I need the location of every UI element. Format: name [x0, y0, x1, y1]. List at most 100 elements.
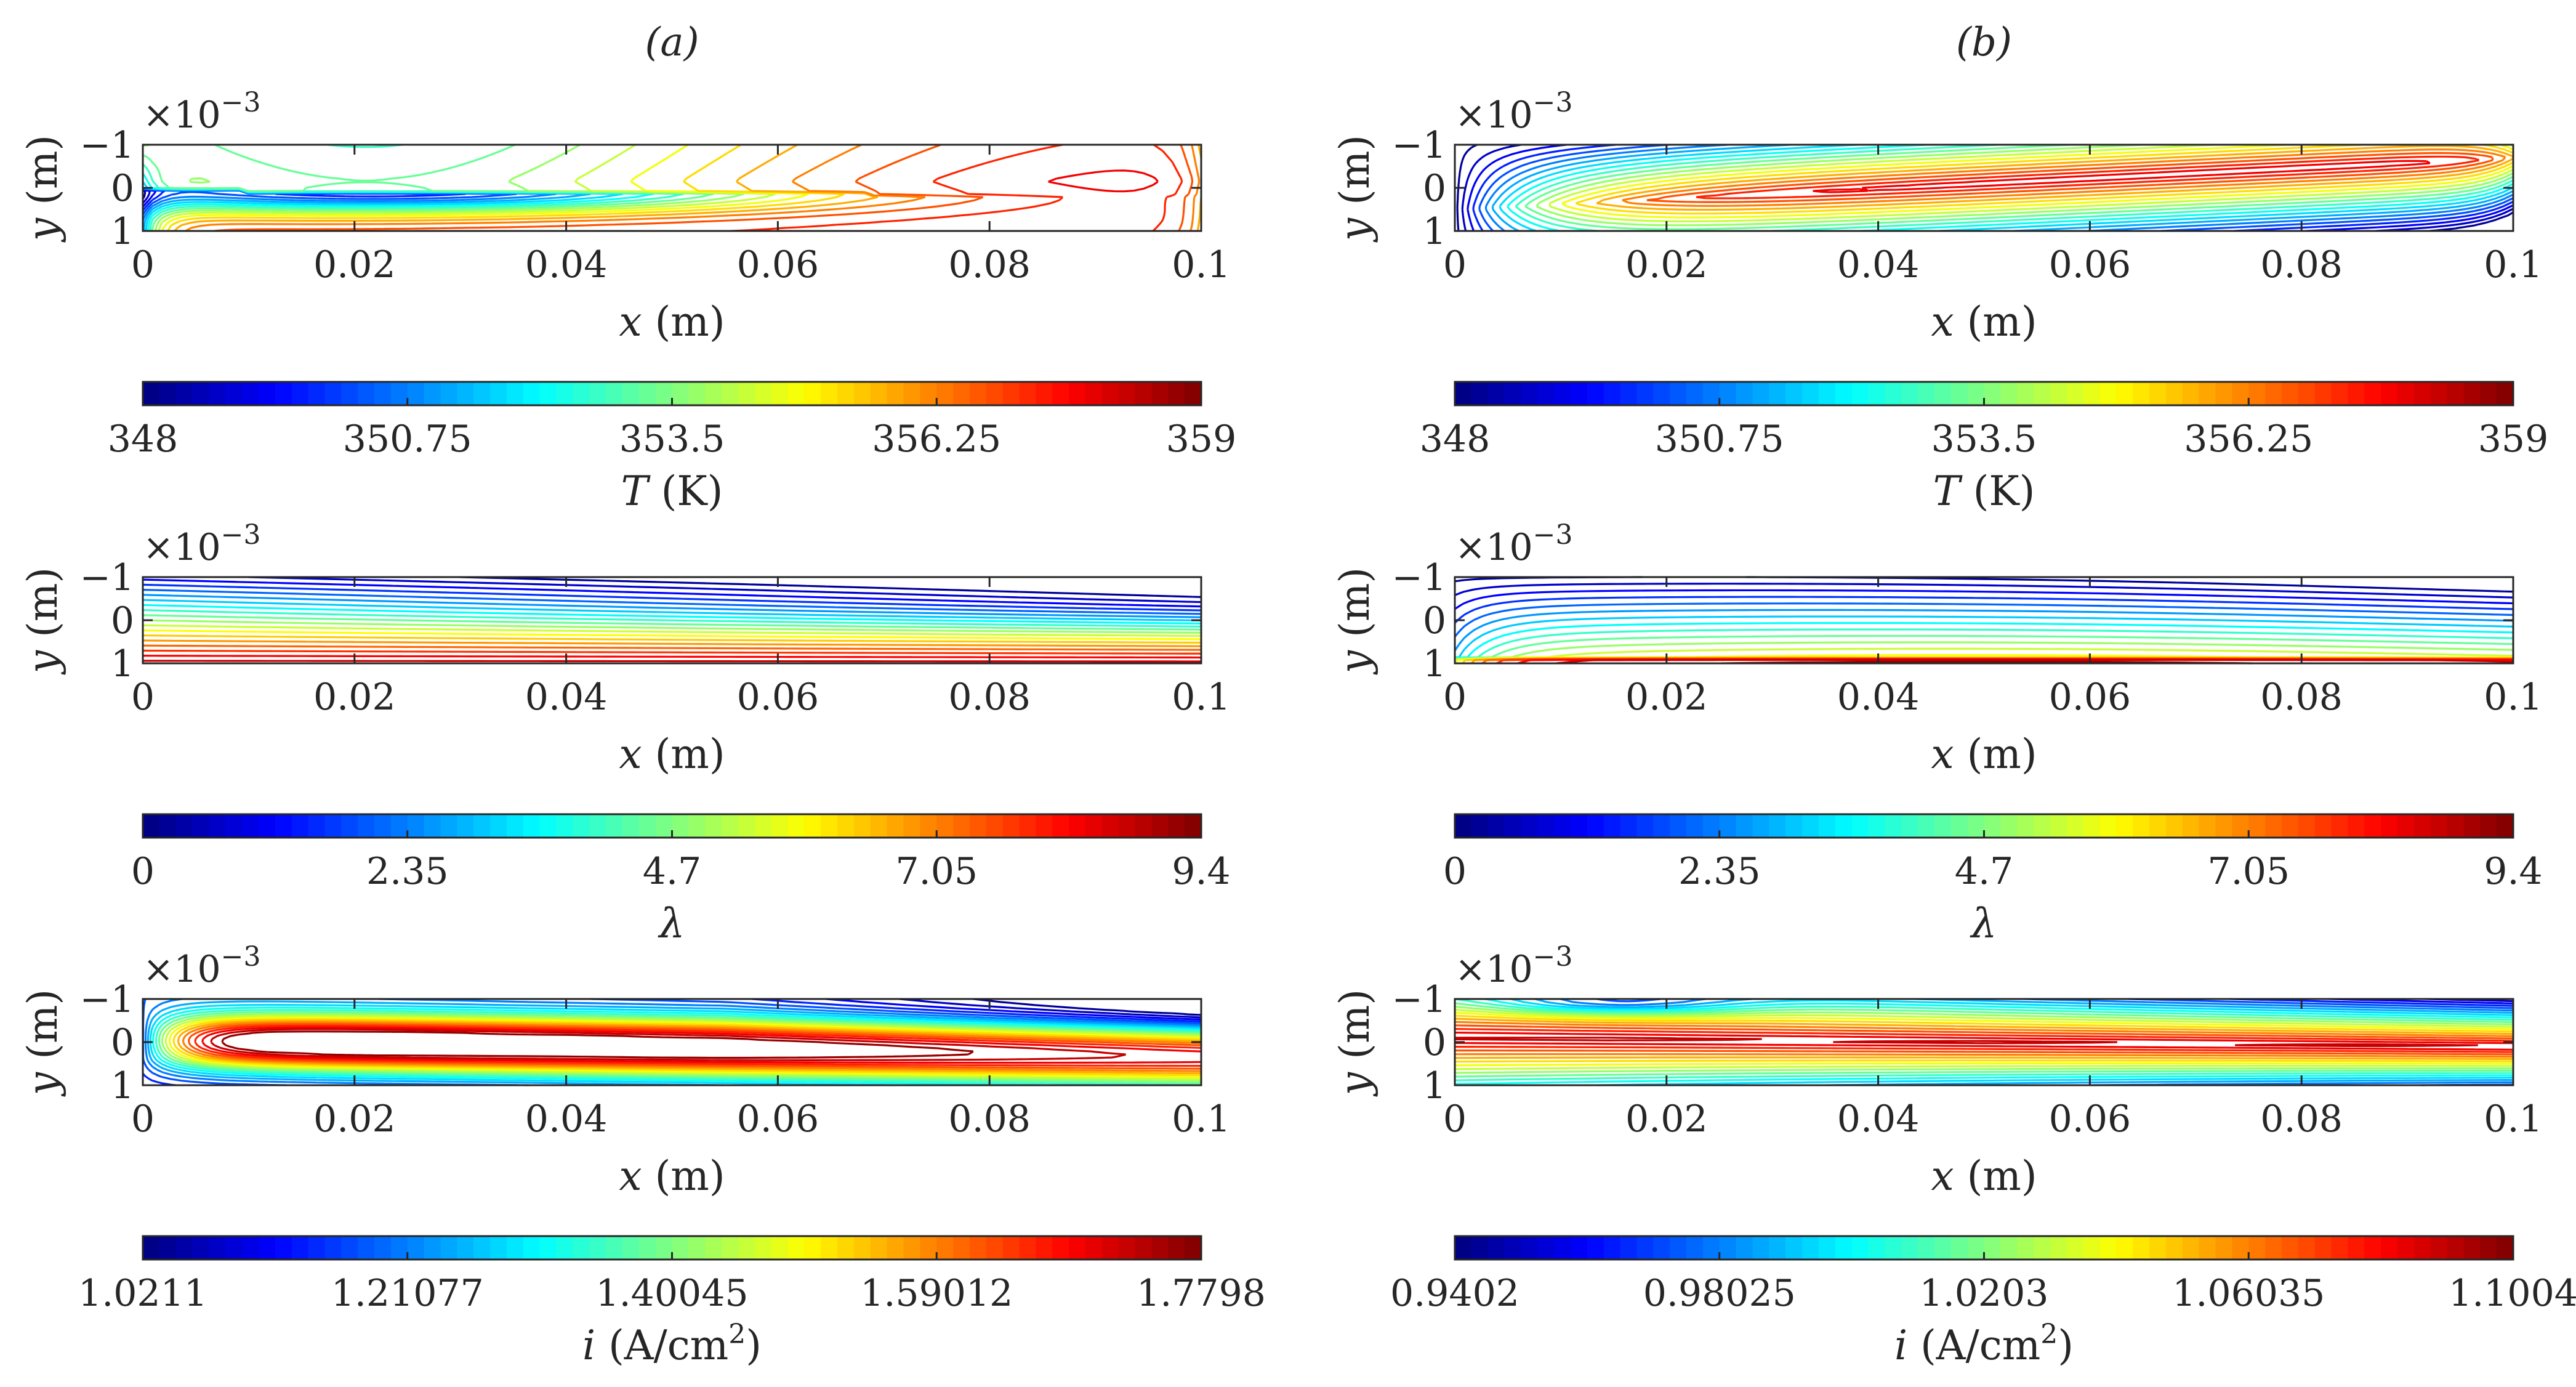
colorbar-swatch — [622, 1236, 640, 1260]
colorbar-swatch — [738, 814, 755, 838]
colorbar-swatch — [804, 814, 821, 838]
contour-level-10 — [1455, 642, 2513, 660]
contour-level-14 — [143, 641, 1201, 646]
x-tick-label: 0 — [1443, 1098, 1467, 1141]
colorbar-swatch — [209, 814, 226, 838]
colorbar-swatch — [2165, 1236, 2183, 1260]
colorbar-swatch — [2497, 1236, 2514, 1260]
colorbar-swatch — [1487, 382, 1505, 405]
colorbar-swatch — [1002, 814, 1020, 838]
colorbar-label: T (K) — [1933, 467, 2035, 515]
contour-level-18 — [1556, 660, 2513, 663]
colorbar-swatch — [2331, 814, 2349, 838]
colorbar-swatch — [1620, 382, 1638, 405]
colorbar-swatch — [457, 814, 474, 838]
colorbar-swatch — [539, 382, 557, 405]
colorbar-swatch — [1019, 382, 1037, 405]
contour-level-0 — [1457, 145, 2513, 231]
colorbar-swatch — [2066, 382, 2084, 405]
colorbar-swatch — [390, 1236, 408, 1260]
colorbar-swatch — [209, 382, 226, 405]
colorbar-swatch — [1554, 1236, 1571, 1260]
colorbar-swatch — [324, 1236, 342, 1260]
contour-level-11 — [162, 1014, 1201, 1081]
colorbar-swatch — [1135, 814, 1153, 838]
x-tick-label: 0.08 — [2260, 243, 2343, 286]
colorbar-swatch — [1052, 382, 1069, 405]
colorbar-swatch — [1168, 814, 1185, 838]
colorbar: 0 2.35 4.7 7.05 9.4 λ — [131, 813, 1231, 947]
x-axis-label: x (m) — [1931, 1152, 2037, 1200]
colorbar-swatch — [573, 1236, 590, 1260]
colorbar-swatch — [1571, 814, 1588, 838]
colorbar-swatch — [1537, 382, 1555, 405]
colorbar-swatch — [1885, 382, 1902, 405]
colorbar-swatch — [738, 1236, 755, 1260]
colorbar-swatch — [175, 1236, 193, 1260]
colorbar-swatch — [424, 382, 441, 405]
contour-lines — [143, 145, 1201, 231]
colorbar-swatch — [175, 814, 193, 838]
y-exponent-label: ×10−3 — [1455, 941, 1573, 991]
colorbar: 1.0211 1.21077 1.40045 1.59012 1.7798 i (A/cm… — [78, 1235, 1266, 1369]
colorbar-swatch — [143, 814, 160, 838]
colorbar-swatch — [2447, 814, 2465, 838]
x-tick-label: 0.02 — [313, 676, 396, 719]
contour-lines — [1457, 145, 2513, 231]
colorbar-swatch — [1571, 1236, 1588, 1260]
colorbar-swatch — [1521, 382, 1538, 405]
x-tick-label: 0 — [131, 676, 155, 719]
colorbar-swatch — [573, 814, 590, 838]
colorbar-swatch — [1934, 814, 1952, 838]
colorbar-swatch — [1736, 382, 1753, 405]
contour-level-11 — [143, 625, 1201, 636]
colorbar-swatch — [2083, 814, 2101, 838]
y-tick-label: 0 — [111, 167, 134, 210]
colorbar-swatch — [1069, 382, 1086, 405]
colorbar-swatch — [523, 1236, 541, 1260]
colorbar-swatch — [1719, 382, 1737, 405]
colorbar-swatch — [589, 814, 606, 838]
colorbar-swatch — [192, 1236, 210, 1260]
colorbar-swatch — [887, 1236, 904, 1260]
colorbar-swatch — [1504, 382, 1522, 405]
x-tick-label: 0.1 — [2484, 243, 2542, 286]
contour-level-2 — [143, 580, 1201, 607]
colorbar-swatch — [2314, 382, 2332, 405]
colorbar-swatch — [1885, 814, 1902, 838]
contour-level-13 — [169, 1017, 1201, 1077]
colorbar-swatch — [2265, 382, 2282, 405]
colorbar-swatch — [2463, 1236, 2481, 1260]
colorbar-swatch — [1686, 382, 1704, 405]
colorbar-swatch — [308, 382, 326, 405]
contour-lines — [143, 577, 1201, 661]
colorbar-swatch — [1036, 1236, 1053, 1260]
colorbar-swatch — [1101, 814, 1119, 838]
colorbar-swatch — [1036, 814, 1053, 838]
contour-level-15 — [1455, 1019, 2513, 1059]
colorbar-swatch — [821, 382, 838, 405]
colorbar-swatch — [1620, 1236, 1638, 1260]
x-tick-label: 0.04 — [1837, 1098, 1920, 1141]
colorbar-swatch — [1487, 814, 1505, 838]
colorbar-tick-label: 359 — [1166, 418, 1237, 461]
colorbar-swatch — [1686, 1236, 1704, 1260]
colorbar-swatch — [291, 382, 309, 405]
contour-level-10 — [1525, 145, 2513, 229]
colorbar-swatch — [2480, 814, 2497, 838]
colorbar-tick-label: 9.4 — [1172, 850, 1230, 893]
colorbar: 348 350.75 353.5 356.25 359 T (K) — [1420, 381, 2548, 515]
colorbar-swatch — [2348, 382, 2365, 405]
contour-level-5 — [1455, 610, 2513, 650]
colorbar-swatch — [672, 382, 689, 405]
colorbar-swatch — [589, 1236, 606, 1260]
contour-level-21 — [222, 1032, 973, 1058]
contour-level-4 — [1479, 145, 2513, 231]
colorbar-swatch — [1785, 382, 1803, 405]
colorbar-swatch — [953, 382, 970, 405]
colorbar-swatch — [1670, 1236, 1687, 1260]
colorbar-swatch — [473, 1236, 491, 1260]
colorbar-tick-label: 356.25 — [872, 418, 1001, 461]
colorbar-swatch — [1984, 382, 2001, 405]
contour-level-6 — [148, 1001, 1201, 1085]
